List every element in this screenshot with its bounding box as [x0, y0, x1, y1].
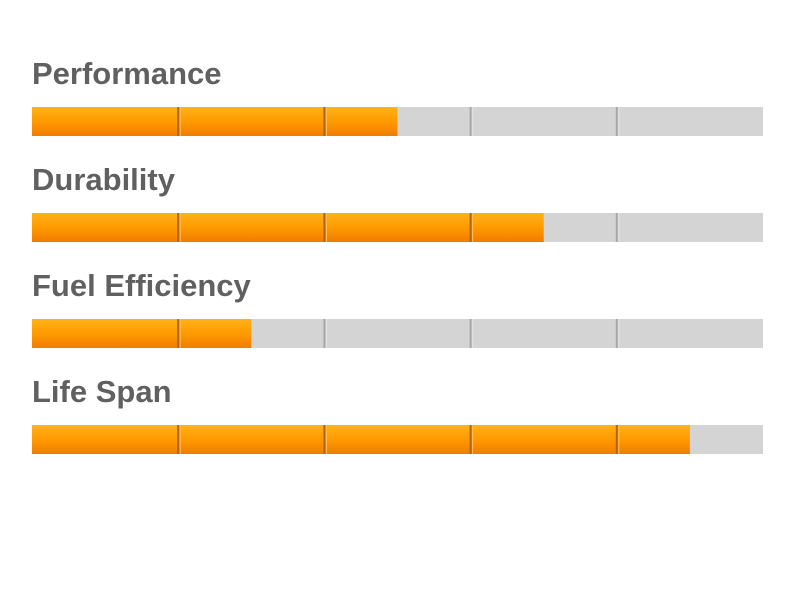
rating-label: Life Span [32, 374, 172, 409]
rating-fill [32, 213, 544, 242]
rating-fill [32, 319, 252, 348]
rating-label: Fuel Efficiency [32, 268, 252, 303]
rating-fill [32, 107, 398, 136]
rating-label: Durability [32, 162, 176, 197]
rating-label: Performance [32, 56, 222, 91]
rating-fill [32, 425, 690, 454]
